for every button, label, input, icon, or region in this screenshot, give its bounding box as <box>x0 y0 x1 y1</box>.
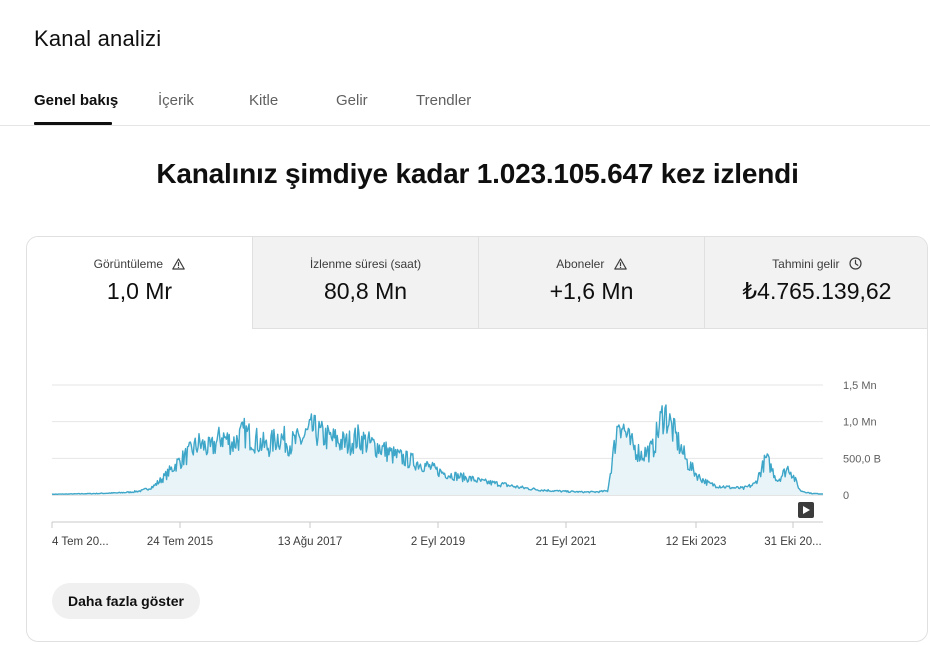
y-tick-label: 1,0 Mn <box>843 417 877 429</box>
tab-trends[interactable]: Trendler <box>416 92 472 109</box>
views-chart: 0 500,0 B 1,0 Mn 1,5 Mn 4 Tem 20... 24 Tem 20… <box>27 367 927 567</box>
metric-views-label: Görüntüleme <box>93 257 164 271</box>
metric-watch-time[interactable]: İzlenme süresi (saat) 80,8 Mn <box>252 237 478 329</box>
metric-estimated-revenue[interactable]: Tahmini gelir ₺4.765.139,62 <box>704 237 927 329</box>
warning-icon[interactable] <box>613 258 627 273</box>
clock-icon[interactable] <box>849 257 862 273</box>
metric-watch-time-value: 80,8 Mn <box>323 278 408 304</box>
y-tick-label: 1,5 Mn <box>843 380 877 392</box>
metric-views-label-row: Görüntüleme <box>27 257 252 273</box>
metric-subscribers[interactable]: Aboneler +1,6 Mn <box>478 237 704 329</box>
y-tick-label: 0 <box>843 490 849 502</box>
active-tab-indicator <box>34 122 112 125</box>
metric-revenue-label: Tahmini gelir <box>772 257 840 271</box>
metric-views[interactable]: Görüntüleme 1,0 Mr <box>27 237 252 329</box>
series-area-fill <box>52 405 823 495</box>
metric-subscribers-value: +1,6 Mn <box>549 278 634 304</box>
show-more-button[interactable]: Daha fazla göster <box>52 583 200 619</box>
metric-revenue-value: ₺4.765.139,62 <box>742 278 892 304</box>
tab-audience[interactable]: Kitle <box>249 92 279 109</box>
views-chart-svg: 0 500,0 B 1,0 Mn 1,5 Mn 4 Tem 20... 24 Tem 20… <box>51 380 881 548</box>
x-tick-label: 24 Tem 2015 <box>147 536 213 548</box>
warning-icon[interactable] <box>172 258 186 273</box>
metric-subscribers-label: Aboneler <box>556 257 605 271</box>
metric-tabs: Görüntüleme 1,0 Mr İzlenme süresi (saat)… <box>27 237 927 329</box>
metric-watch-time-label-row: İzlenme süresi (saat) <box>253 257 478 271</box>
y-tick-label: 500,0 B <box>843 453 881 465</box>
x-tick-label: 12 Eki 2023 <box>666 536 727 548</box>
x-tick-label: 13 Ağu 2017 <box>278 536 343 548</box>
app-title: Kanal analizi <box>34 26 162 51</box>
metric-revenue-label-row: Tahmini gelir <box>705 257 927 273</box>
x-tick-label: 31 Eki 20... <box>764 536 822 548</box>
metric-views-value: 1,0 Mr <box>106 278 173 304</box>
tab-overview[interactable]: Genel bakış <box>34 92 119 109</box>
tab-revenue[interactable]: Gelir <box>336 92 368 109</box>
play-icon[interactable] <box>803 506 810 514</box>
metric-watch-time-label: İzlenme süresi (saat) <box>309 257 422 271</box>
x-tick-label: 2 Eyl 2019 <box>411 536 465 548</box>
series-line <box>51 404 824 496</box>
metric-subscribers-label-row: Aboneler <box>479 257 704 273</box>
lifetime-views-headline: Kanalınız şimdiye kadar 1.023.105.647 ke… <box>156 158 799 189</box>
tab-bar: Genel bakış İçerik Kitle Gelir Trendler <box>0 78 930 126</box>
x-tick-label: 21 Eyl 2021 <box>536 536 597 548</box>
tab-content[interactable]: İçerik <box>158 92 194 109</box>
x-tick-label: 4 Tem 20... <box>52 536 109 548</box>
analytics-card: Görüntüleme 1,0 Mr İzlenme süresi (saat)… <box>26 236 928 642</box>
